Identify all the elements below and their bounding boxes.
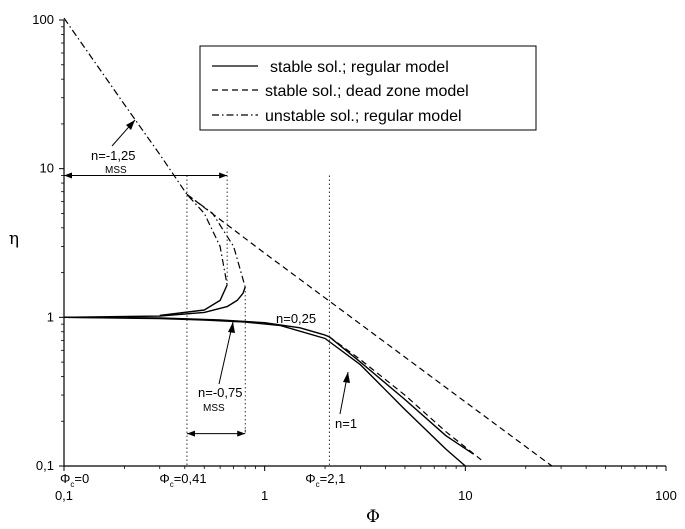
mss-arrowhead-left: [186, 430, 195, 437]
annotation-n-m125: n=-1,25: [91, 148, 135, 163]
annotation-mss-bottom: MSS: [203, 403, 225, 414]
arrowhead-n-m075: [228, 322, 235, 333]
series-group: [63, 17, 553, 467]
vertical-marker-label: Φc=0: [60, 471, 89, 489]
ticks: 0,10,1 1 1 10 10 100 100: [32, 12, 677, 503]
arrowhead-n-m125: [126, 120, 135, 130]
x-axis-title: Φ: [366, 507, 380, 527]
series-line-dashed: [328, 336, 482, 461]
y-tick-label: 100: [32, 12, 54, 27]
x-tick-label: 100: [655, 488, 677, 503]
series-line-solid: [63, 316, 466, 467]
series-line-solid: [63, 286, 246, 318]
x-tick-label: 0,1: [55, 488, 73, 503]
legend-label-0: stable sol.; regular model: [270, 59, 449, 76]
annotation-n-1: n=1: [335, 416, 357, 431]
series-line-dashdot: [63, 17, 228, 286]
annotation-n-m075: n=-0,75: [198, 385, 242, 400]
y-tick-label: 0,1: [36, 458, 54, 473]
vertical-markers: Φc=0 Φc=0,41 Φc=2,1: [60, 175, 345, 489]
y-tick-label: 1: [47, 309, 54, 324]
x-tick-label: 10: [458, 488, 472, 503]
arrowhead-n-1: [343, 372, 350, 383]
series-line-solid: [159, 284, 228, 317]
legend: stable sol.; regular model stable sol.; …: [199, 45, 537, 131]
legend-label-2: unstable sol.; regular model: [265, 108, 462, 125]
mss-arrowhead-left: [64, 172, 72, 179]
x-tick-label: 1: [261, 488, 268, 503]
y-axis-title: η: [9, 229, 19, 249]
annotation-n-025: n=0,25: [276, 311, 316, 326]
series-line-dashdot: [186, 194, 246, 288]
mss-arrowhead-right: [237, 430, 246, 437]
mss-ranges: [64, 171, 246, 437]
y-tick-label: 10: [40, 161, 54, 176]
legend-label-1: stable sol.; dead zone model: [265, 83, 469, 100]
annotation-mss-top: MSS: [105, 165, 127, 176]
legend-box: [199, 45, 537, 131]
series-line-dashed: [186, 194, 553, 467]
vertical-marker-label: Φc=0,41: [159, 471, 206, 489]
mss-arrowhead-right: [219, 172, 228, 179]
vertical-marker-label: Φc=2,1: [305, 471, 345, 489]
